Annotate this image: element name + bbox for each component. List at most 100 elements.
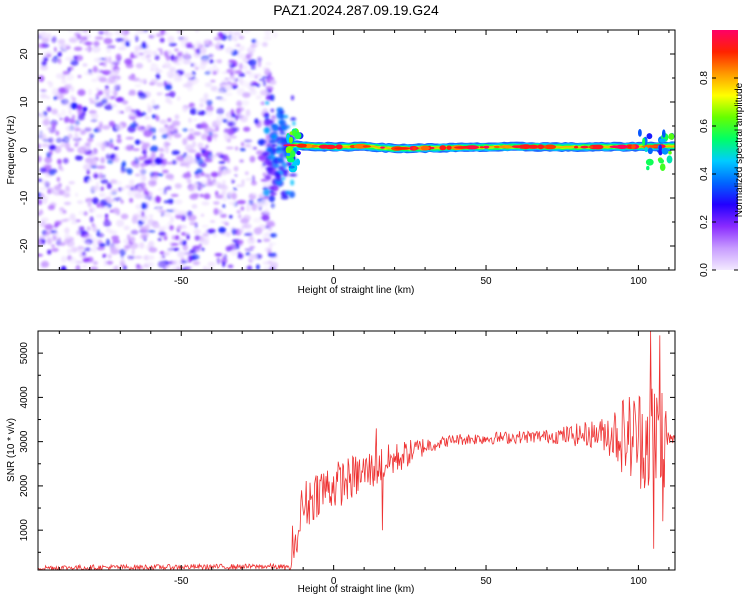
- transition-blob: [270, 134, 278, 139]
- noise-blob: [263, 266, 269, 270]
- noise-blob: [102, 253, 107, 258]
- edge-blob: [658, 159, 665, 164]
- noise-blob: [135, 63, 144, 69]
- noise-blob: [114, 61, 121, 65]
- noise-blob: [132, 148, 140, 152]
- noise-blob: [77, 104, 83, 111]
- noise-blob: [53, 95, 58, 100]
- noise-blob: [166, 248, 174, 254]
- noise-blob: [136, 264, 140, 268]
- noise-blob: [113, 146, 119, 150]
- noise-blob: [267, 252, 277, 258]
- noise-blob: [191, 193, 200, 197]
- noise-blob: [59, 207, 63, 211]
- noise-blob: [41, 36, 50, 43]
- noise-blob: [68, 181, 75, 185]
- noise-blob: [260, 101, 266, 106]
- noise-blob: [246, 266, 253, 270]
- noise-blob: [142, 150, 147, 155]
- noise-blob: [228, 201, 236, 205]
- noise-blob: [70, 59, 79, 66]
- noise-blob: [38, 187, 47, 191]
- noise-blob: [169, 216, 175, 223]
- noise-blob: [233, 77, 240, 82]
- noise-blob: [244, 143, 252, 148]
- noise-blob: [173, 133, 182, 138]
- noise-blob: [154, 54, 160, 61]
- noise-blob: [92, 65, 98, 73]
- noise-blob: [127, 190, 135, 197]
- noise-blob: [70, 86, 75, 93]
- noise-blob: [183, 72, 193, 78]
- noise-blob: [264, 67, 271, 75]
- noise-blob: [164, 64, 171, 69]
- transition-blob: [281, 125, 288, 131]
- noise-blob: [68, 30, 74, 33]
- noise-blob: [195, 157, 204, 165]
- noise-blob: [185, 81, 193, 88]
- noise-blob: [40, 93, 47, 99]
- noise-blob: [57, 158, 62, 165]
- noise-blob: [184, 54, 190, 59]
- noise-blob: [72, 97, 76, 102]
- edge-blob: [662, 129, 666, 138]
- noise-blob: [187, 77, 194, 81]
- noise-blob: [113, 265, 118, 270]
- noise-blob: [218, 161, 226, 164]
- noise-blob: [92, 224, 97, 233]
- noise-blob: [106, 45, 116, 49]
- noise-blob: [237, 49, 242, 53]
- noise-blob: [122, 265, 127, 270]
- transition-blob: [265, 101, 270, 105]
- spectrogram-x-axis-label: Height of straight line (km): [298, 285, 415, 296]
- noise-blob: [199, 193, 204, 198]
- noise-blob: [262, 181, 271, 188]
- noise-blob: [147, 106, 152, 113]
- noise-blob: [237, 200, 246, 205]
- snr-frame: [37, 330, 676, 571]
- transition-blob: [266, 167, 273, 175]
- noise-blob: [167, 117, 172, 122]
- noise-blob: [100, 179, 109, 184]
- noise-blob: [224, 135, 231, 142]
- noise-blob: [73, 46, 83, 51]
- noise-blob: [77, 146, 87, 154]
- noise-blob: [241, 179, 245, 186]
- noise-blob: [212, 63, 217, 70]
- snr-y-tick-label: 3000: [19, 430, 30, 453]
- noise-blob: [163, 187, 167, 195]
- noise-blob: [208, 59, 215, 64]
- noise-blob: [51, 244, 55, 248]
- noise-blob: [93, 57, 102, 63]
- noise-blob: [182, 266, 192, 270]
- noise-blob: [77, 245, 84, 250]
- noise-blob: [197, 142, 204, 149]
- noise-blob: [179, 163, 189, 167]
- noise-blob: [212, 71, 217, 75]
- noise-blob: [92, 261, 98, 265]
- noise-blob: [56, 113, 62, 118]
- noise-blob: [218, 183, 227, 190]
- spectrogram-y-tick-label: -10: [19, 190, 30, 205]
- noise-blob: [129, 197, 134, 203]
- noise-blob: [244, 248, 254, 252]
- noise-blob: [161, 158, 168, 166]
- noise-blob: [51, 108, 58, 115]
- noise-blob: [64, 142, 71, 150]
- noise-blob: [168, 240, 173, 247]
- noise-blob: [241, 80, 248, 87]
- noise-blob: [192, 140, 197, 148]
- noise-blob: [156, 82, 164, 87]
- noise-blob: [96, 203, 100, 208]
- noise-blob: [123, 245, 131, 249]
- noise-blob: [77, 114, 85, 121]
- noise-blob: [249, 155, 256, 163]
- noise-blob: [130, 229, 139, 235]
- noise-blob: [47, 52, 55, 55]
- noise-blob: [197, 110, 207, 116]
- edge-blob: [644, 146, 649, 153]
- colorbar-tick-label: 0.8: [699, 71, 710, 85]
- noise-blob: [113, 90, 118, 97]
- noise-blob: [249, 246, 256, 249]
- noise-blob: [68, 37, 77, 43]
